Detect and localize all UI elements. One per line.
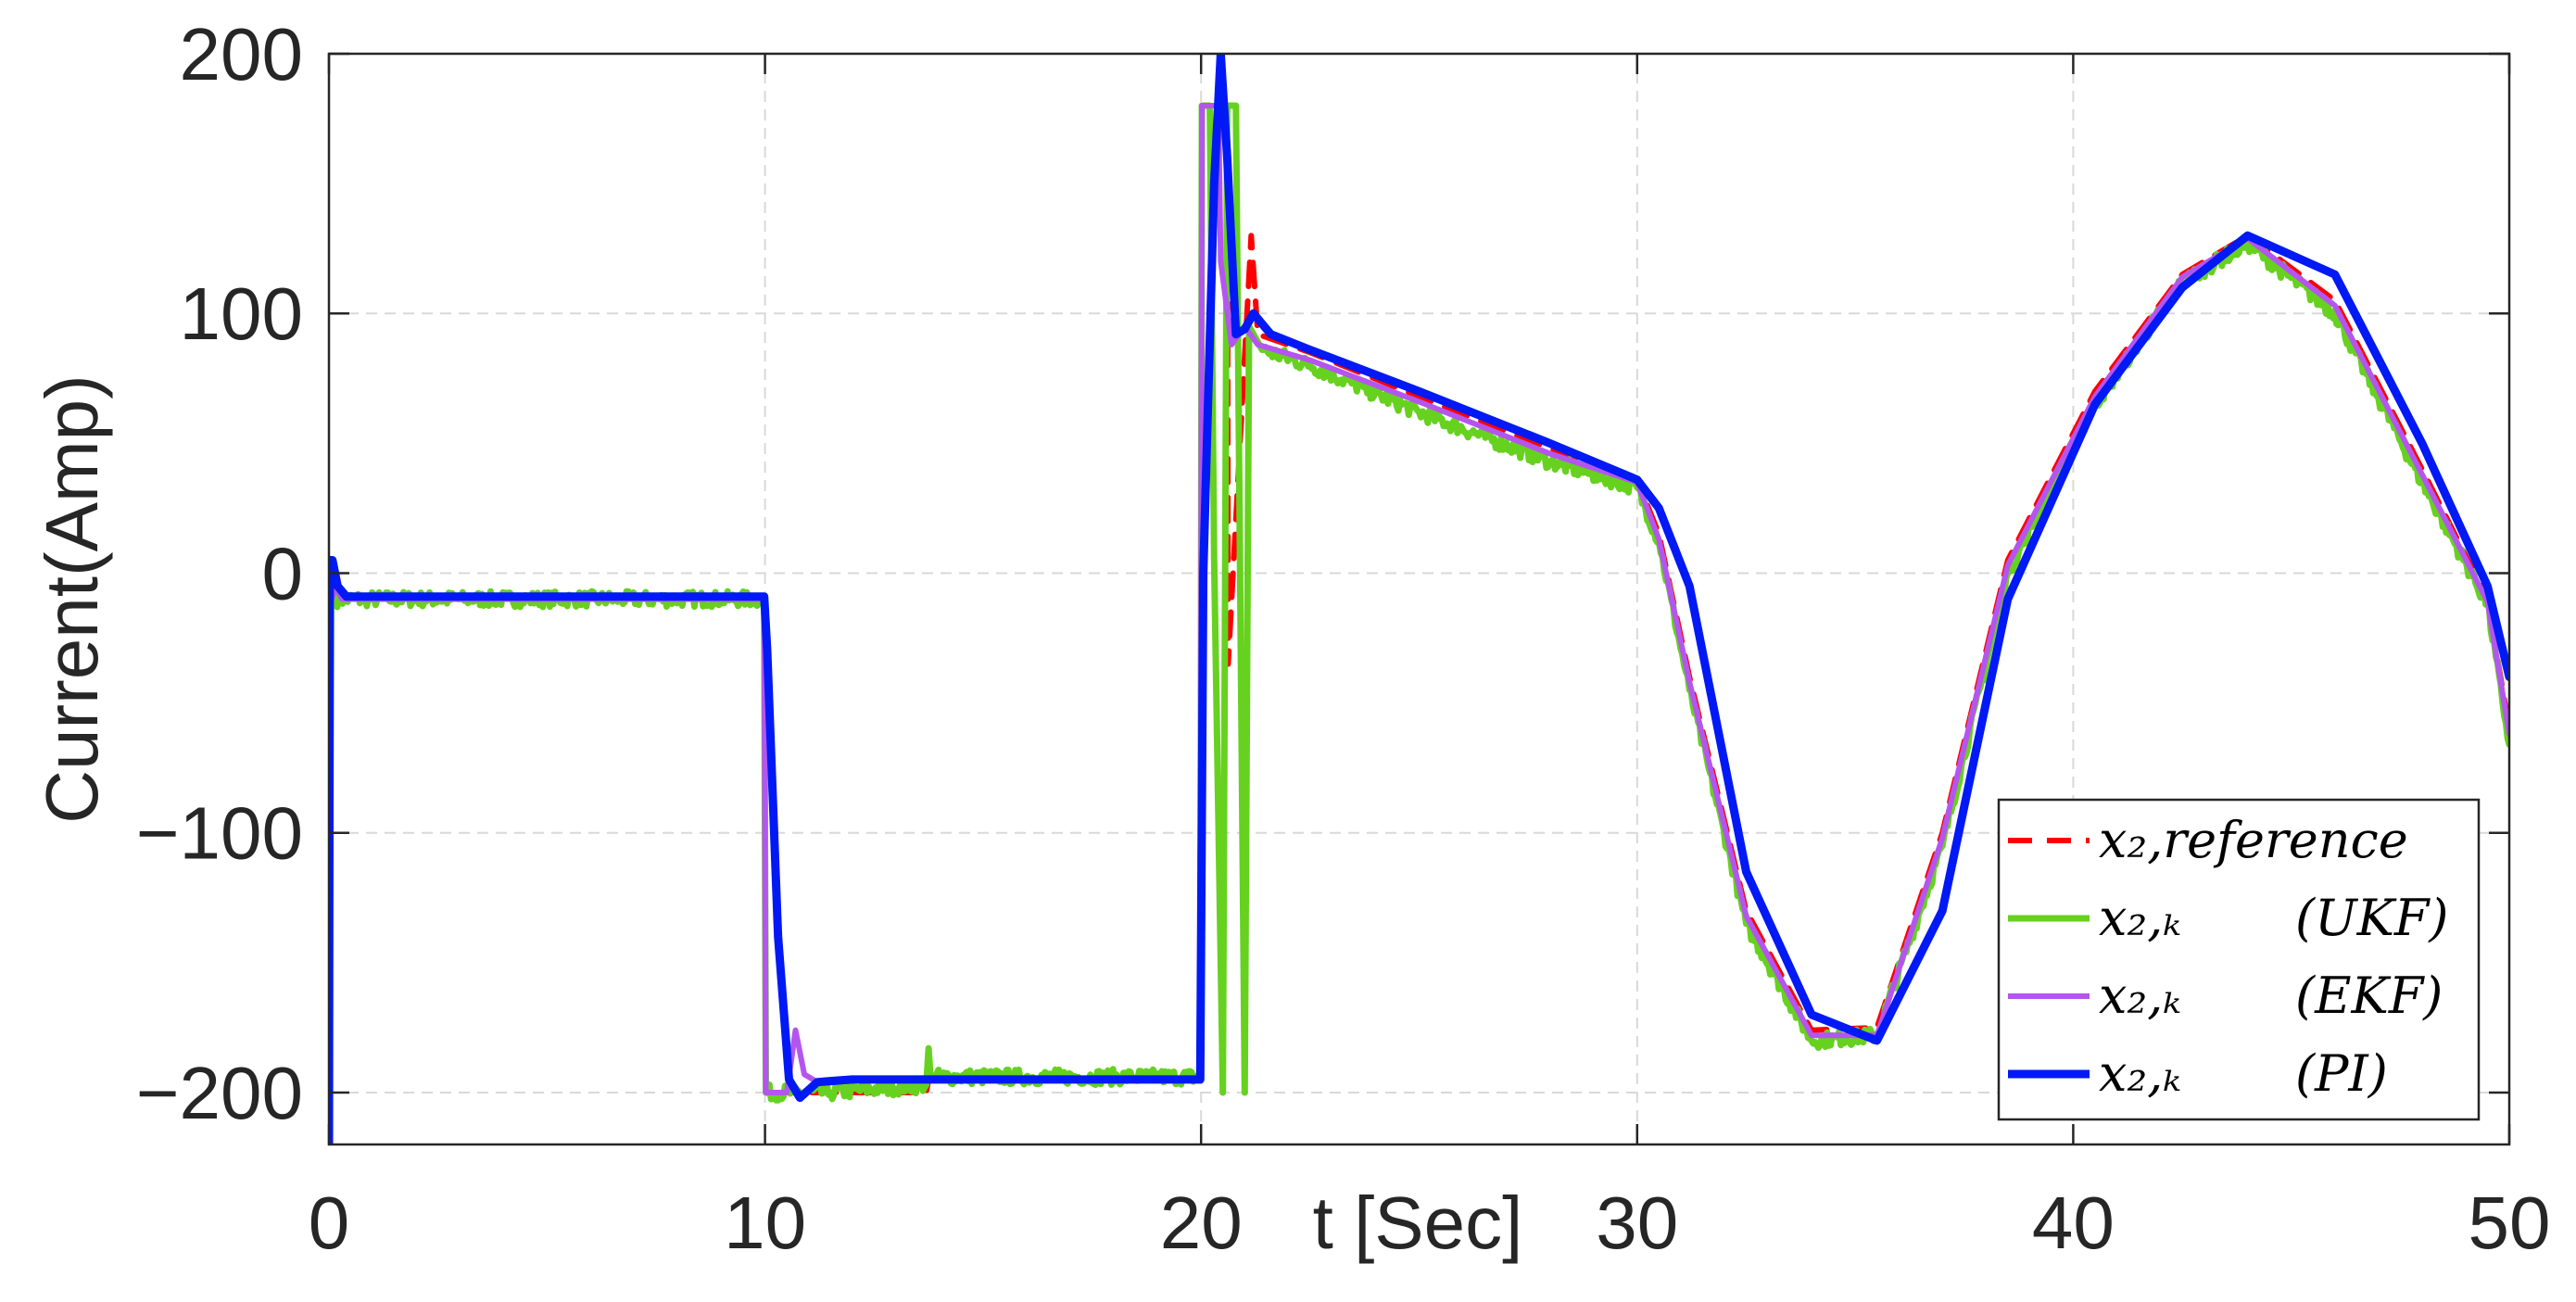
legend-label: x₂,ₖ [2099, 1044, 2181, 1103]
x-tick-label: 30 [1596, 1182, 1678, 1264]
x-tick-label: 50 [2469, 1182, 2551, 1264]
y-tick-label: 100 [180, 272, 303, 355]
y-tick-label: 0 [262, 532, 304, 614]
y-tick-label: 200 [180, 13, 303, 95]
y-tick-label: −200 [136, 1052, 303, 1134]
x-tick-label: 20 [1160, 1182, 1243, 1264]
x-axis-label: t [Sec] [1313, 1182, 1523, 1264]
series-line-0 [329, 103, 2509, 1144]
y-axis-label: Current(Amp) [31, 374, 113, 824]
x-tick-label: 40 [2032, 1182, 2115, 1264]
legend: x₂,reference x₂,ₖ (UKF) x₂,ₖ (EKF) x₂,ₖ (PI) [1997, 798, 2481, 1121]
legend-label: x₂,ₖ [2099, 889, 2181, 947]
legend-label: x₂,reference [2099, 811, 2408, 869]
x-tick-label: 0 [309, 1182, 350, 1264]
series-line-2 [329, 103, 2509, 1144]
legend-label: (EKF) [2295, 967, 2443, 1025]
plot-frame [327, 52, 2511, 1146]
legend-label: (UKF) [2295, 889, 2448, 947]
x-tick-labels: 0 10 20 30 40 50 [309, 1182, 2551, 1264]
legend-box [1997, 798, 2481, 1121]
series-lines [329, 54, 2509, 1144]
series-line-3 [329, 54, 2509, 1144]
y-tick-labels: −200 −100 0 100 200 [136, 13, 303, 1134]
tick-marks [327, 52, 2511, 1144]
x-tick-label: 10 [724, 1182, 806, 1264]
legend-label: (PI) [2295, 1044, 2388, 1103]
y-tick-label: −100 [136, 792, 303, 875]
legend-label: x₂,ₖ [2099, 967, 2181, 1025]
